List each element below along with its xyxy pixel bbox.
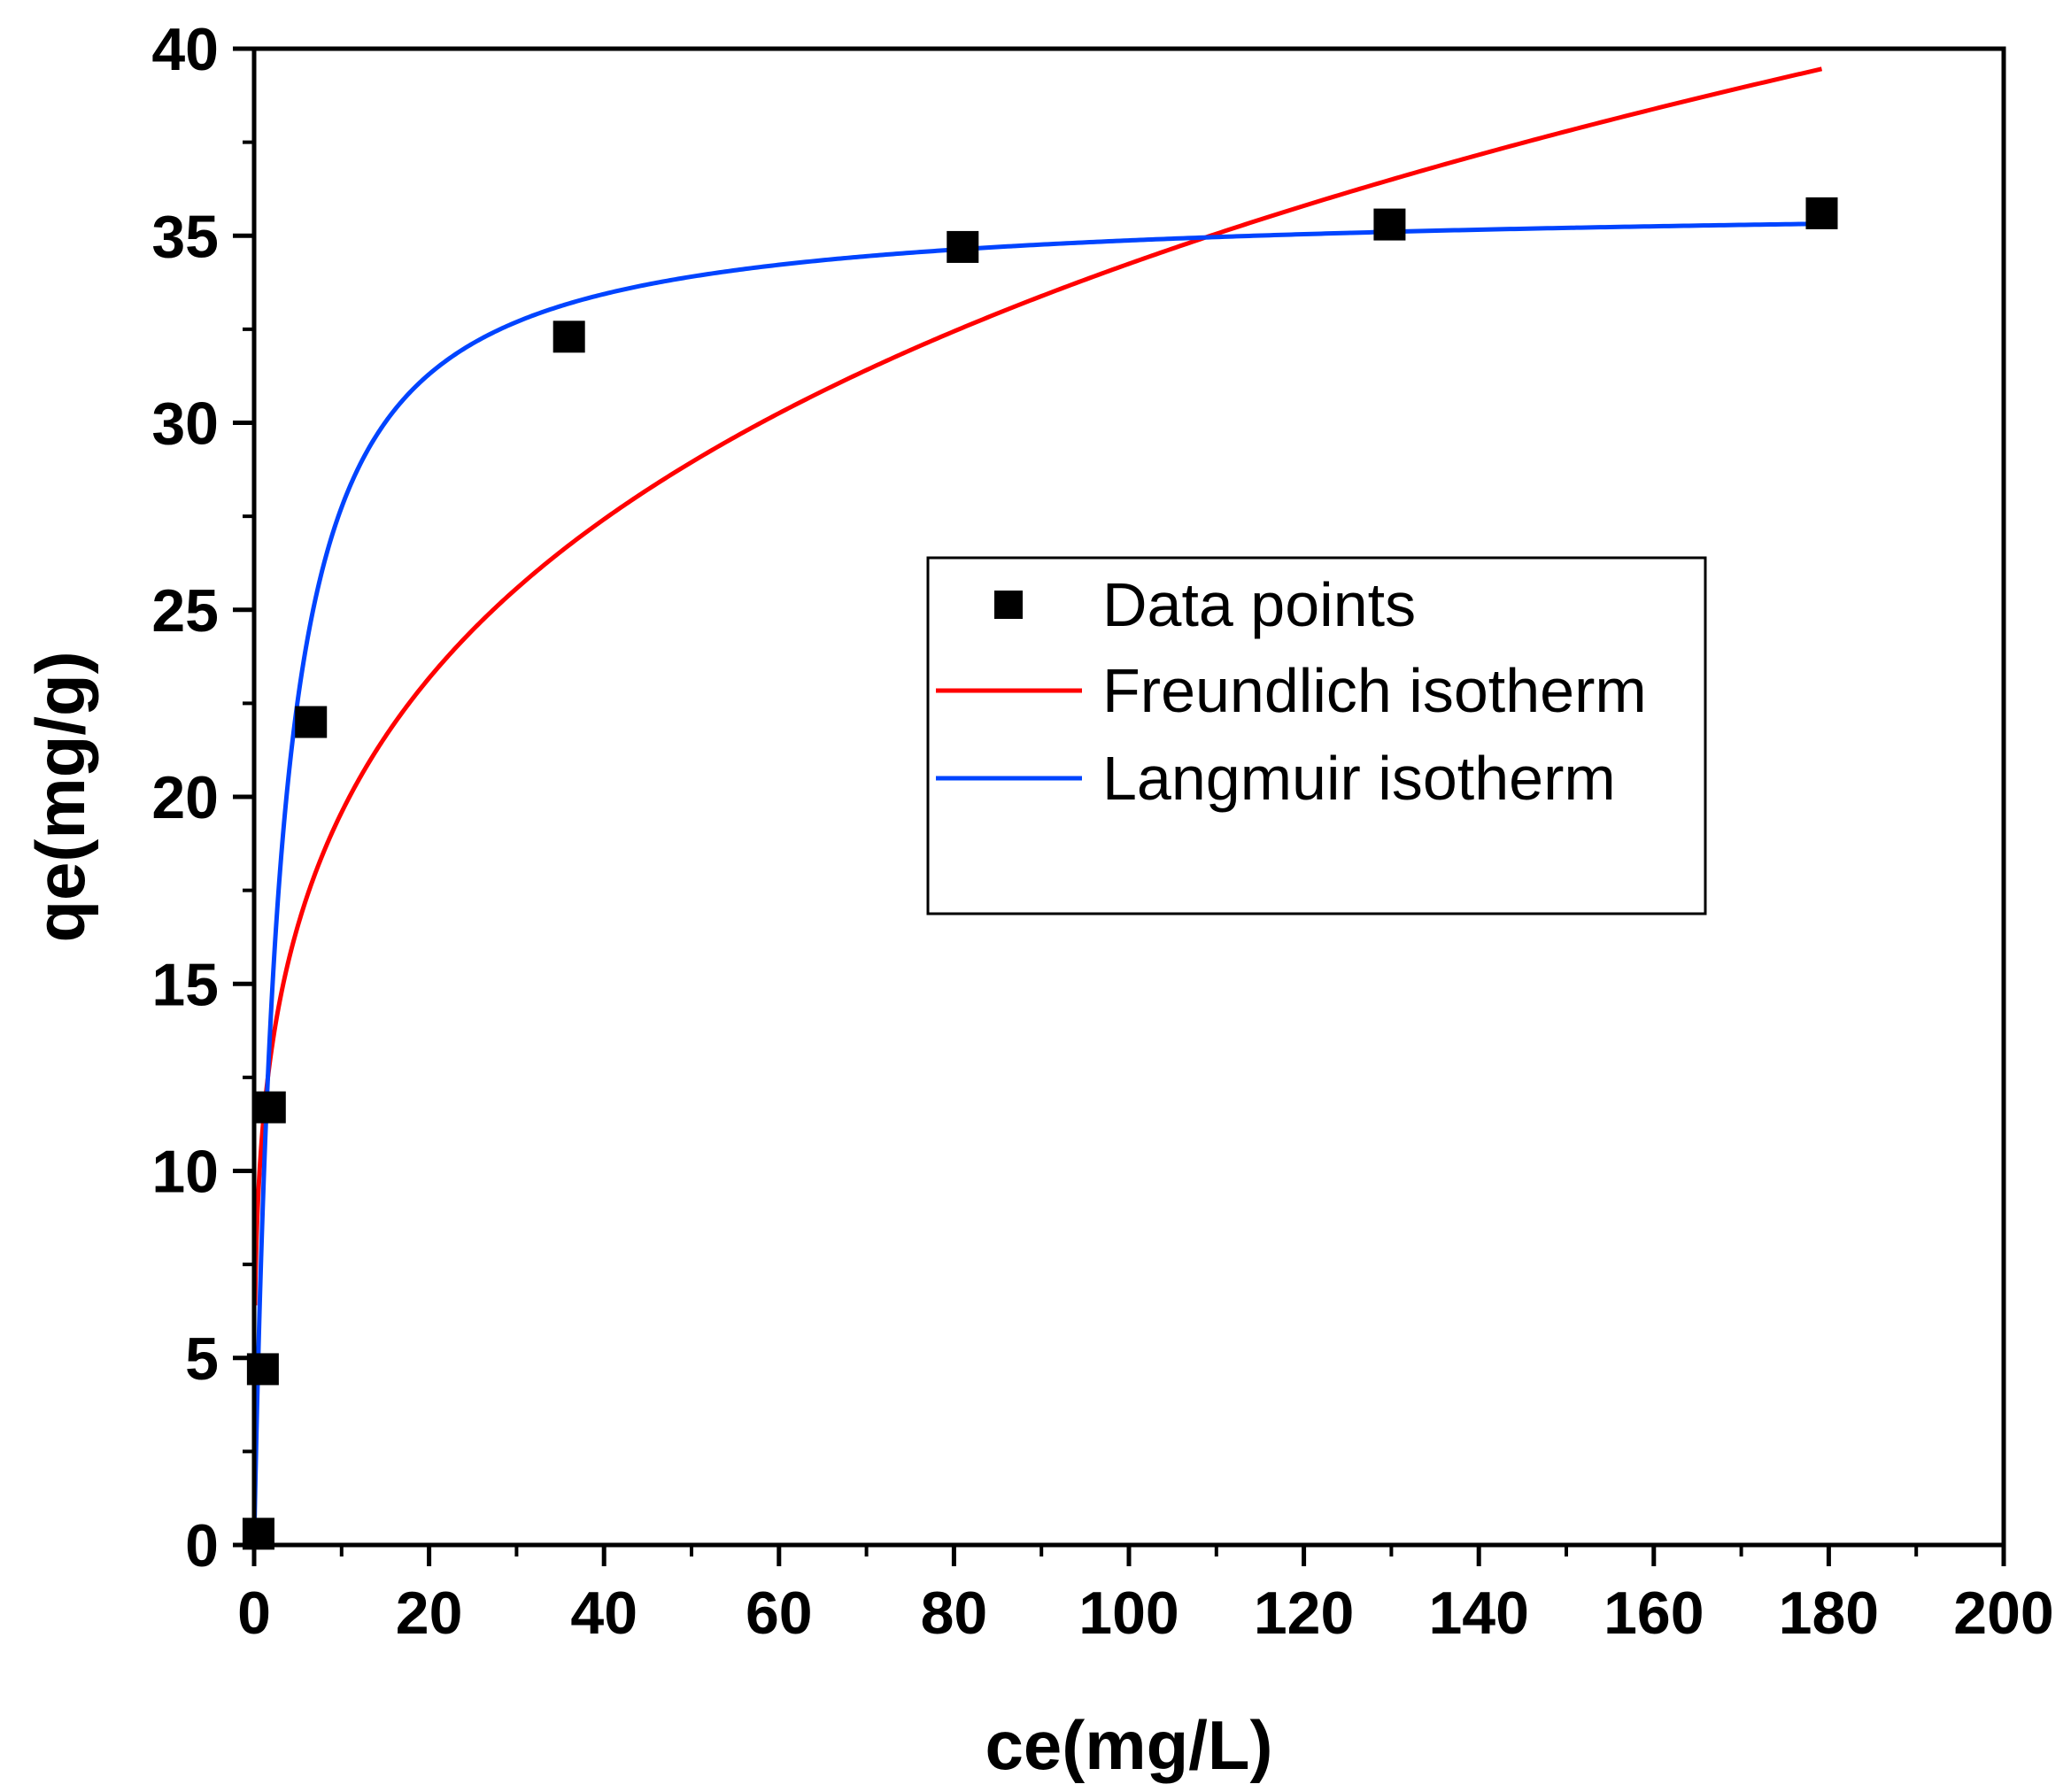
x-tick-label: 80 [921, 1580, 988, 1647]
x-tick-label: 120 [1254, 1580, 1354, 1647]
legend-label-data-points: Data points [1102, 570, 1416, 639]
data-points [242, 197, 1838, 1550]
legend-marker-data-points [994, 591, 1023, 619]
data-point [246, 1353, 279, 1386]
langmuir-fit-line [254, 221, 1822, 1545]
data-point [553, 321, 585, 353]
x-tick-label: 40 [570, 1580, 638, 1647]
x-tick-label: 100 [1078, 1580, 1178, 1647]
x-axis-title: ce(mg/L) [985, 1706, 1272, 1784]
x-tick-label: 0 [237, 1580, 271, 1647]
y-tick-label: 15 [151, 951, 219, 1018]
y-tick-label: 35 [151, 203, 219, 270]
y-tick-label: 0 [185, 1512, 219, 1580]
y-tick-label: 5 [185, 1325, 219, 1393]
x-tick-label: 180 [1779, 1580, 1879, 1647]
fit-lines [254, 66, 1823, 1545]
x-tick-label: 160 [1603, 1580, 1704, 1647]
y-tick-label: 20 [151, 764, 219, 831]
freundlich-fit-line [254, 66, 1823, 1306]
y-tick-label: 40 [151, 16, 219, 83]
data-point [253, 1091, 286, 1124]
x-tick-label: 200 [1953, 1580, 2053, 1647]
data-point [947, 230, 979, 263]
x-tick-label: 60 [746, 1580, 813, 1647]
y-tick-label: 25 [151, 577, 219, 645]
y-tick-label: 10 [151, 1139, 219, 1206]
y-axis-title: qe(mg/g) [21, 651, 99, 942]
data-point [1805, 197, 1838, 229]
y-tick-label: 30 [151, 390, 219, 458]
legend: Data points Freundlich isotherm Langmuir… [926, 556, 1707, 915]
x-tick-label: 20 [396, 1580, 463, 1647]
x-tick-label: 140 [1428, 1580, 1528, 1647]
data-point [1373, 208, 1406, 241]
legend-label-langmuir: Langmuir isotherm [1102, 744, 1616, 813]
legend-box [926, 556, 1707, 915]
legend-label-freundlich: Freundlich isotherm [1102, 656, 1647, 725]
y-axis-ticks: 0 5 10 15 20 25 30 35 40 [151, 16, 254, 1580]
data-point [295, 706, 328, 738]
x-axis-ticks: 0 20 40 60 80 100 120 140 160 180 200 [237, 1545, 2054, 1647]
plot-frame [251, 46, 2006, 1548]
